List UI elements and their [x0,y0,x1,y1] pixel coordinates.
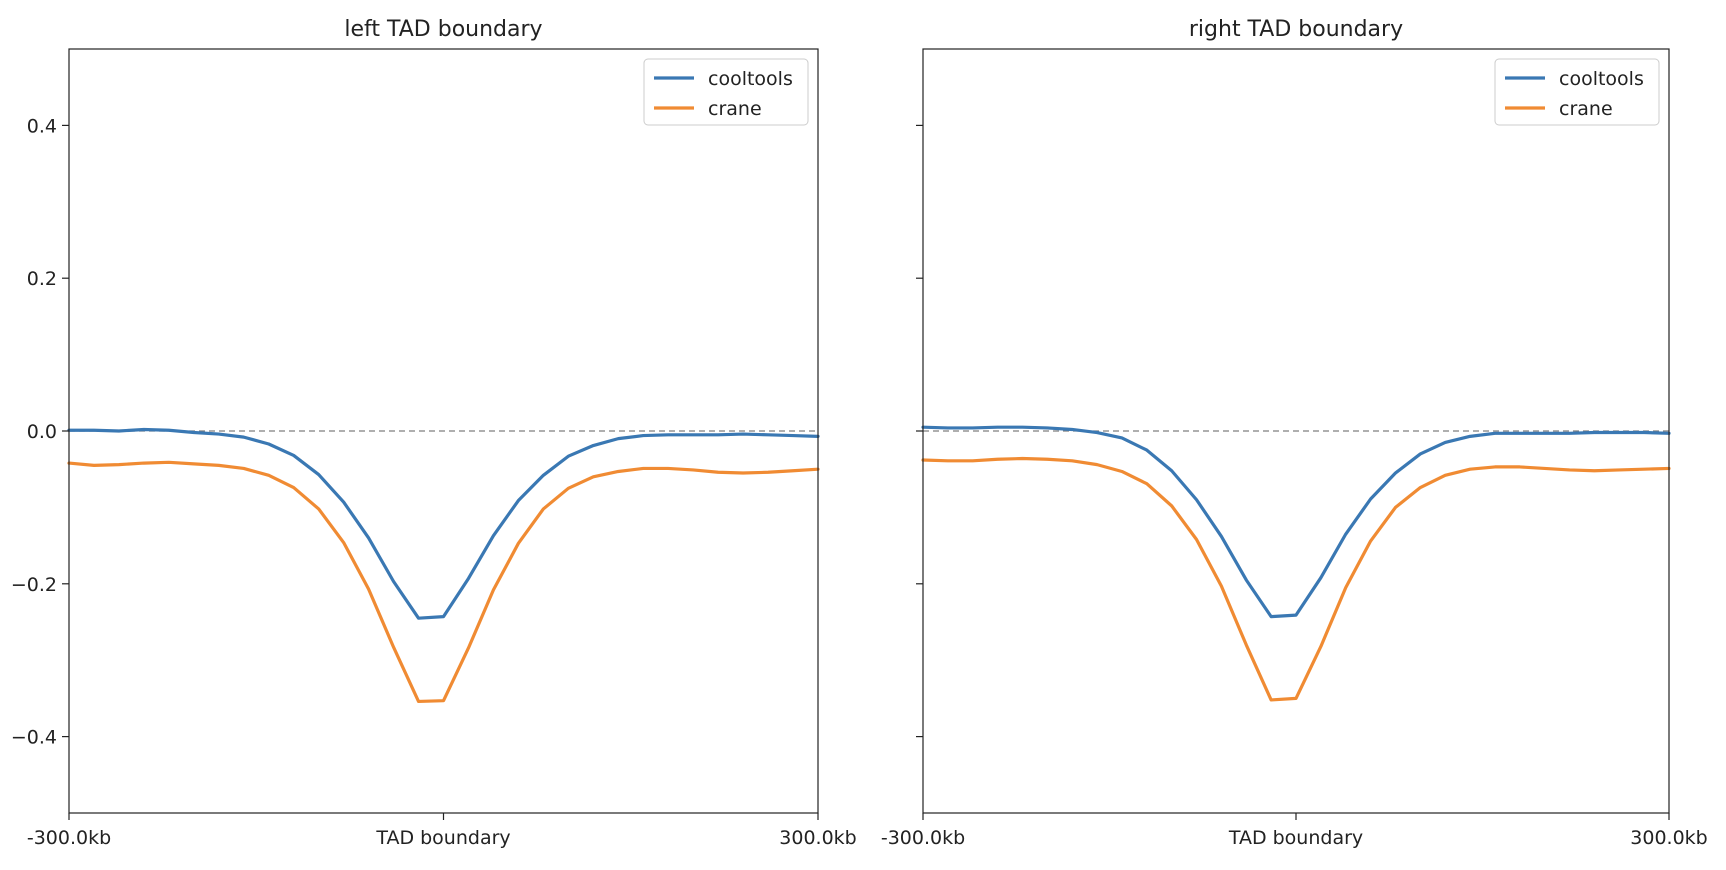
series-line-cooltools [67,427,820,620]
y-tick-label: 0.2 [27,268,57,290]
chart-title: right TAD boundary [1189,17,1403,42]
x-tick-label: 300.0kb [1630,827,1707,849]
legend: cooltools crane [1494,58,1660,126]
x-tick-label: TAD boundary [375,827,510,849]
x-tick-label: -300.0kb [881,827,965,849]
legend-label-cooltools: cooltools [708,68,793,90]
series-line-crane [67,460,820,704]
legend-label-crane: crane [708,98,762,120]
panel-2: right TAD boundary -300.0kb TAD boundary 30… [881,17,1708,849]
series-line-crane [921,456,1671,702]
y-tick-label: 0.4 [27,115,57,137]
x-tick-label: 300.0kb [779,827,856,849]
legend: cooltools crane [643,58,809,126]
x-tick-label: -300.0kb [27,827,111,849]
legend-label-cooltools: cooltools [1559,68,1644,90]
y-tick-label: −0.4 [11,727,57,749]
y-tick-label: −0.2 [11,574,57,596]
legend-label-crane: crane [1559,98,1613,120]
x-tick-label: TAD boundary [1228,827,1363,849]
chart-title: left TAD boundary [344,17,542,42]
series-line-cooltools [921,425,1671,619]
y-tick-label: 0.0 [27,421,57,443]
panel-1: left TAD boundary −0.4 −0.2 0.0 0.2 0.4 -300.0… [11,17,857,849]
